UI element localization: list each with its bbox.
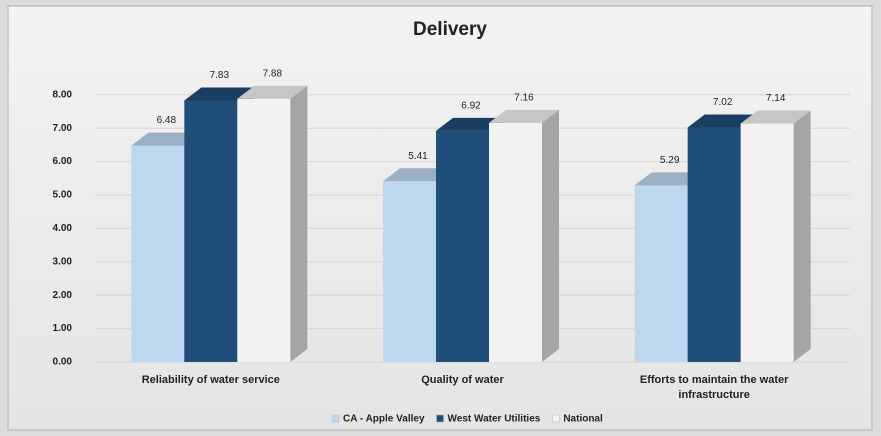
bar — [687, 127, 741, 362]
chart-title: Delivery — [413, 19, 487, 40]
bar-top — [237, 85, 308, 99]
bar-side — [542, 109, 559, 362]
value-label: 7.88 — [263, 68, 283, 79]
y-tick-label: 3.00 — [53, 256, 73, 267]
x-tick-label: Efforts to maintain the water infrastruc… — [639, 374, 789, 401]
value-label: 7.14 — [766, 93, 786, 104]
legend-swatch — [552, 414, 560, 423]
value-label: 5.29 — [660, 155, 680, 166]
y-tick-label: 7.00 — [53, 123, 73, 134]
bar-top — [740, 110, 811, 124]
bar — [740, 123, 794, 362]
y-tick-label: 4.00 — [53, 223, 73, 234]
legend-label: West Water Utilities — [448, 414, 541, 425]
legend-label: National — [563, 414, 603, 425]
bar-top — [489, 109, 559, 123]
bar — [131, 145, 185, 362]
bar — [489, 122, 542, 362]
y-tick-label: 6.00 — [53, 156, 73, 167]
x-tick-label: Quality of water — [421, 374, 504, 386]
x-tick-label: Reliability of water service — [141, 374, 280, 386]
bar-top — [687, 114, 758, 128]
value-label: 6.92 — [461, 101, 481, 112]
legend-label: CA - Apple Valley — [343, 414, 425, 425]
y-tick-label: 5.00 — [53, 190, 73, 201]
y-tick-label: 2.00 — [53, 290, 73, 301]
value-label: 5.41 — [408, 151, 428, 162]
value-label: 7.83 — [210, 70, 230, 81]
legend-swatch — [436, 414, 444, 423]
y-tick-label: 0.00 — [53, 357, 73, 368]
value-label: 7.02 — [713, 97, 733, 108]
value-label: 6.48 — [157, 115, 177, 126]
bar-top — [383, 168, 453, 182]
legend-swatch — [331, 414, 340, 423]
bar-top — [184, 87, 255, 101]
bar-side — [290, 85, 308, 363]
bar-top — [131, 132, 202, 146]
bar-top — [634, 172, 705, 186]
bar — [436, 130, 489, 362]
value-label: 7.16 — [514, 92, 534, 103]
bar-top — [436, 117, 506, 131]
bar — [634, 185, 688, 362]
y-tick-label: 1.00 — [53, 323, 73, 334]
y-tick-label: 8.00 — [53, 89, 73, 100]
bar — [184, 100, 238, 362]
bar-side — [793, 110, 811, 362]
bar — [237, 98, 291, 363]
bar — [383, 181, 436, 362]
